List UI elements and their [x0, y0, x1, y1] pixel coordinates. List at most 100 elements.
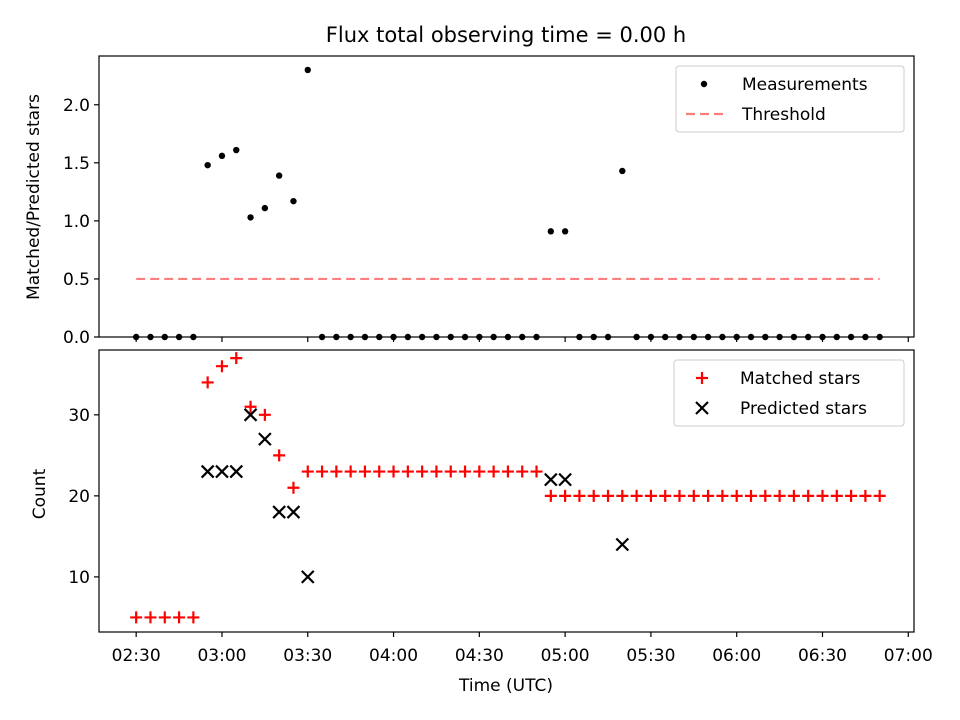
matched-star-point — [830, 489, 843, 502]
bottom-x-tick-label: 03:30 — [283, 646, 332, 666]
matched-star-point — [387, 465, 400, 478]
matched-star-point — [487, 465, 500, 478]
matched-star-point — [444, 465, 457, 478]
matched-star-point — [573, 489, 586, 502]
bottom-legend-label: Predicted stars — [740, 399, 867, 419]
legend-predicted-swatch — [695, 401, 709, 415]
matched-star-point — [344, 465, 357, 478]
top-chart-title: Flux total observing time = 0.00 h — [326, 23, 686, 47]
matched-star-point — [230, 352, 243, 365]
matched-star-point — [687, 489, 700, 502]
bottom-x-tick-label: 02:30 — [112, 646, 161, 666]
top-y-tick-label: 1.5 — [63, 154, 90, 174]
top-legend — [675, 65, 905, 133]
predicted-star-point — [272, 505, 286, 519]
matched-star-point — [244, 400, 257, 413]
matched-star-point — [330, 465, 343, 478]
bottom-y-tick-label: 20 — [68, 487, 90, 507]
matched-star-point — [187, 611, 200, 624]
matched-star-point — [616, 489, 629, 502]
matched-star-point — [745, 489, 757, 502]
matched-star-point — [659, 489, 672, 502]
predicted-star-point — [615, 537, 630, 552]
x-axis-label: Time (UTC) — [458, 676, 553, 696]
matched-star-point — [716, 489, 729, 502]
bottom-x-tick-label: 03:00 — [197, 646, 246, 666]
measurement-point — [247, 214, 254, 221]
matched-star-point — [816, 489, 829, 502]
measurement-point — [619, 167, 626, 175]
bottom-plot-frame — [98, 349, 915, 633]
legend-matched-swatch — [696, 372, 708, 384]
bottom-x-tick-label: 04:30 — [455, 646, 504, 666]
matched-star-point — [373, 465, 386, 478]
matched-star-point — [316, 465, 329, 478]
matched-star-point — [459, 465, 472, 478]
measurement-point — [261, 204, 269, 212]
measurement-point — [204, 161, 211, 169]
top-y-axis-label: Matched/Predicted stars — [24, 94, 44, 300]
measurement-point — [218, 152, 226, 160]
measurement-point — [561, 228, 569, 235]
matched-star-point — [516, 465, 529, 478]
matched-star-point — [559, 489, 572, 502]
bottom-legend — [673, 359, 905, 427]
bottom-x-tick-label: 04:00 — [369, 646, 418, 666]
predicted-star-point — [258, 432, 272, 446]
bottom-panel: 10 20 30 02:30 03:00 03:30 04:00 04:30 05:00 05:3… — [68, 349, 933, 666]
matched-star-point — [258, 408, 271, 421]
bottom-x-tick-label: 05:00 — [541, 646, 590, 666]
matched-star-point — [530, 465, 543, 478]
matched-star-point — [673, 489, 686, 502]
legend-measurement-swatch — [700, 80, 708, 88]
predicted-star-point — [200, 464, 215, 479]
matched-star-point — [130, 611, 143, 624]
matched-star-point — [630, 489, 643, 502]
matched-star-point — [473, 465, 486, 478]
matched-star-point — [215, 360, 228, 373]
matched-star-point — [287, 481, 300, 494]
measurement-point — [233, 146, 240, 154]
predicted-star-point — [229, 464, 244, 479]
matched-star-point — [301, 465, 314, 478]
matched-star-point — [401, 465, 414, 478]
matched-star-point — [787, 489, 800, 502]
matched-star-point — [158, 611, 171, 624]
matched-star-point — [173, 611, 186, 624]
top-legend-label: Threshold — [741, 105, 826, 125]
bottom-legend-label: Matched stars — [740, 369, 860, 389]
matched-star-point — [358, 465, 371, 478]
top-y-tick-label: 2.0 — [63, 96, 90, 116]
matched-star-point — [773, 489, 786, 502]
top-y-tick-label: 0.5 — [63, 270, 90, 290]
matched-star-point — [501, 465, 514, 478]
top-panel: 0.0 0.5 1.0 1.5 2.0 Measurements Threshold — [63, 55, 915, 348]
matched-star-point — [873, 489, 886, 502]
matched-star-point — [759, 489, 772, 502]
top-plot-frame — [98, 55, 915, 338]
matched-star-point — [644, 489, 657, 502]
predicted-star-point — [215, 464, 229, 479]
matched-star-point — [702, 489, 715, 502]
matched-star-point — [144, 611, 157, 624]
bottom-x-tick-label: 06:30 — [798, 646, 847, 666]
matched-star-point — [845, 489, 858, 502]
matched-star-point — [544, 489, 557, 502]
measurement-point — [290, 197, 297, 205]
bottom-x-tick-label: 06:00 — [712, 646, 761, 666]
matched-star-point — [802, 489, 815, 502]
matched-star-point — [602, 489, 615, 502]
matched-star-point — [730, 489, 743, 502]
predicted-star-point — [558, 472, 572, 487]
matched-star-point — [430, 465, 443, 478]
top-y-tick-label: 1.0 — [63, 212, 90, 232]
bottom-x-tick-label: 07:00 — [884, 646, 933, 666]
bottom-x-tick-label: 05:30 — [626, 646, 675, 666]
bottom-y-tick-label: 30 — [68, 406, 90, 426]
predicted-star-point — [544, 472, 558, 487]
bottom-y-tick-label: 10 — [68, 568, 90, 588]
top-y-tick-label: 0.0 — [63, 328, 90, 348]
predicted-star-point — [243, 408, 258, 422]
measurement-point — [275, 172, 283, 179]
